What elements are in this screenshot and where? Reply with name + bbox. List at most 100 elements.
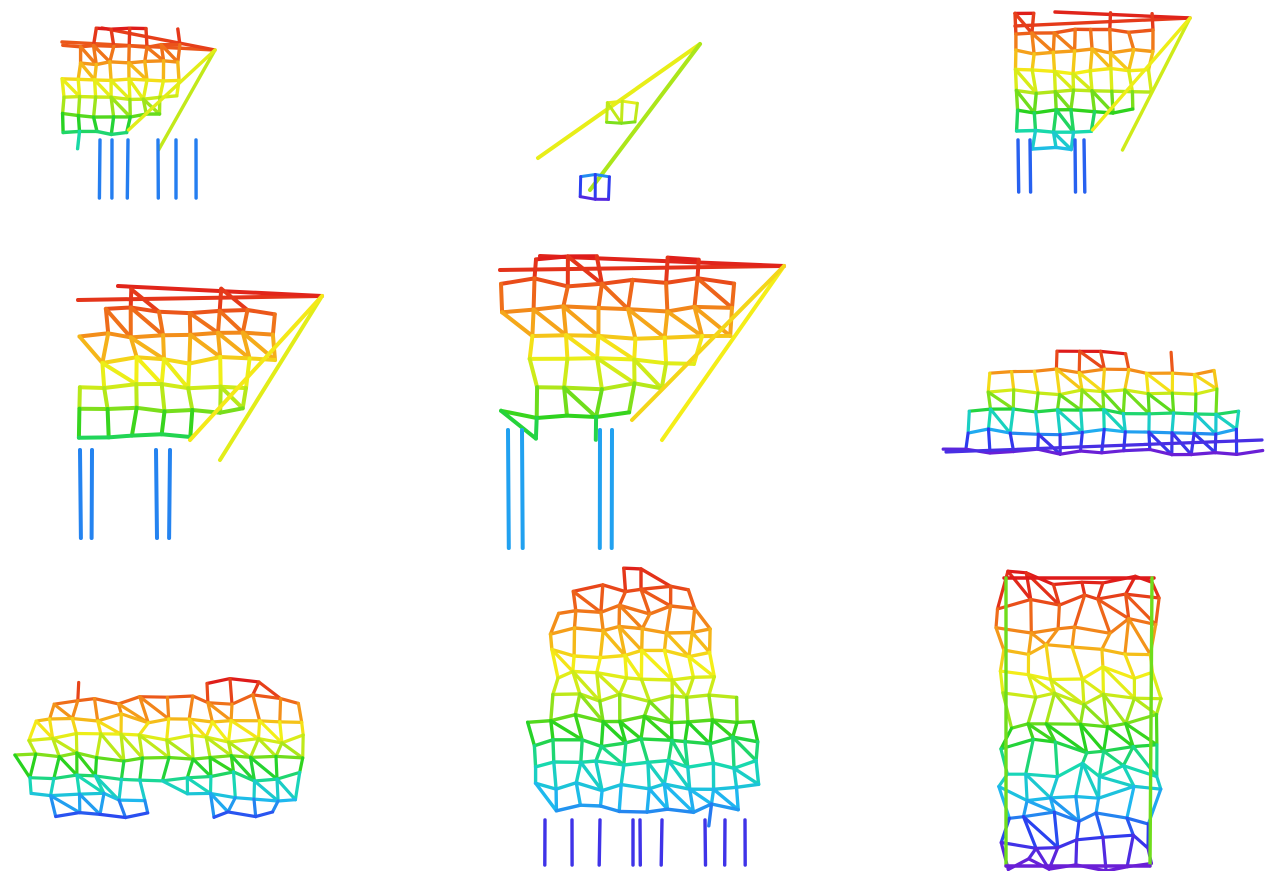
strut (692, 304, 733, 338)
strut (557, 609, 578, 616)
strut (76, 113, 82, 134)
strut (669, 694, 674, 725)
strut (683, 720, 690, 744)
strut (138, 778, 147, 803)
strut (707, 802, 714, 828)
strut (93, 755, 99, 778)
strut (599, 741, 628, 749)
strut (93, 774, 124, 782)
strut (564, 333, 570, 361)
strut (278, 720, 304, 725)
strut (1077, 367, 1107, 375)
strut (1122, 447, 1152, 453)
strut (579, 759, 598, 764)
strut (117, 798, 147, 803)
strut (126, 48, 217, 132)
strut (1100, 631, 1112, 652)
strut (552, 760, 558, 791)
strut (206, 701, 233, 723)
strut (134, 355, 166, 362)
strut (1013, 67, 1038, 96)
strut (109, 115, 116, 137)
strut (1048, 796, 1081, 823)
strut (185, 774, 213, 780)
strut (1234, 409, 1241, 431)
strut (1069, 107, 1097, 114)
strut (1101, 692, 1128, 726)
strut (562, 385, 569, 418)
strut (967, 407, 993, 413)
strut (499, 281, 505, 315)
strut (208, 754, 233, 760)
strut (1101, 665, 1137, 681)
strut (1052, 69, 1075, 76)
strut (1053, 740, 1089, 755)
strut (660, 264, 786, 442)
strut (1170, 391, 1198, 396)
strut (1014, 128, 1038, 133)
strut (686, 588, 697, 611)
strut (226, 718, 233, 744)
strut (217, 308, 250, 313)
strut (607, 175, 611, 201)
strut (1032, 108, 1058, 115)
strut (530, 307, 536, 338)
strut (1101, 390, 1125, 416)
strut (994, 626, 1006, 652)
strut (571, 589, 578, 613)
strut (75, 773, 106, 795)
strut (632, 381, 664, 391)
strut (51, 731, 79, 741)
strut (98, 812, 128, 820)
strut (617, 589, 628, 607)
strut (48, 776, 56, 798)
strut (112, 44, 131, 48)
strut (217, 286, 224, 313)
strut (618, 719, 643, 741)
strut (251, 693, 262, 723)
strut (188, 330, 220, 337)
strut (52, 754, 61, 781)
strut (1079, 388, 1084, 412)
strut (1026, 673, 1057, 695)
strut (210, 720, 231, 744)
strut (76, 294, 324, 302)
strut (216, 308, 222, 335)
strut (686, 761, 716, 769)
strut (1101, 692, 1137, 700)
strut (1126, 30, 1136, 52)
strut (1077, 371, 1105, 394)
strut (1126, 28, 1155, 34)
strut (574, 760, 583, 785)
strut (1125, 816, 1150, 826)
strut (1056, 838, 1079, 850)
strut (630, 277, 669, 285)
strut (1147, 411, 1176, 416)
strut (1154, 596, 1161, 627)
strut (1194, 387, 1219, 396)
strut (1052, 69, 1076, 92)
strut (709, 787, 716, 806)
strut (240, 330, 275, 337)
strut (1109, 66, 1131, 73)
strut (1029, 597, 1033, 635)
strut (605, 101, 609, 124)
strut (210, 718, 233, 724)
strut (137, 733, 169, 742)
strut (986, 407, 993, 431)
strut (92, 78, 98, 99)
strut (626, 307, 670, 314)
strut (578, 195, 597, 201)
strut (1097, 763, 1126, 779)
strut (1013, 67, 1034, 72)
strut (1192, 431, 1218, 436)
strut (550, 647, 576, 658)
strut (100, 361, 139, 387)
strut (595, 671, 629, 680)
strut (94, 755, 126, 763)
strut (1102, 725, 1110, 753)
strut (70, 699, 80, 721)
strut (1006, 569, 1028, 575)
strut (1052, 691, 1083, 726)
strut (1006, 857, 1031, 871)
